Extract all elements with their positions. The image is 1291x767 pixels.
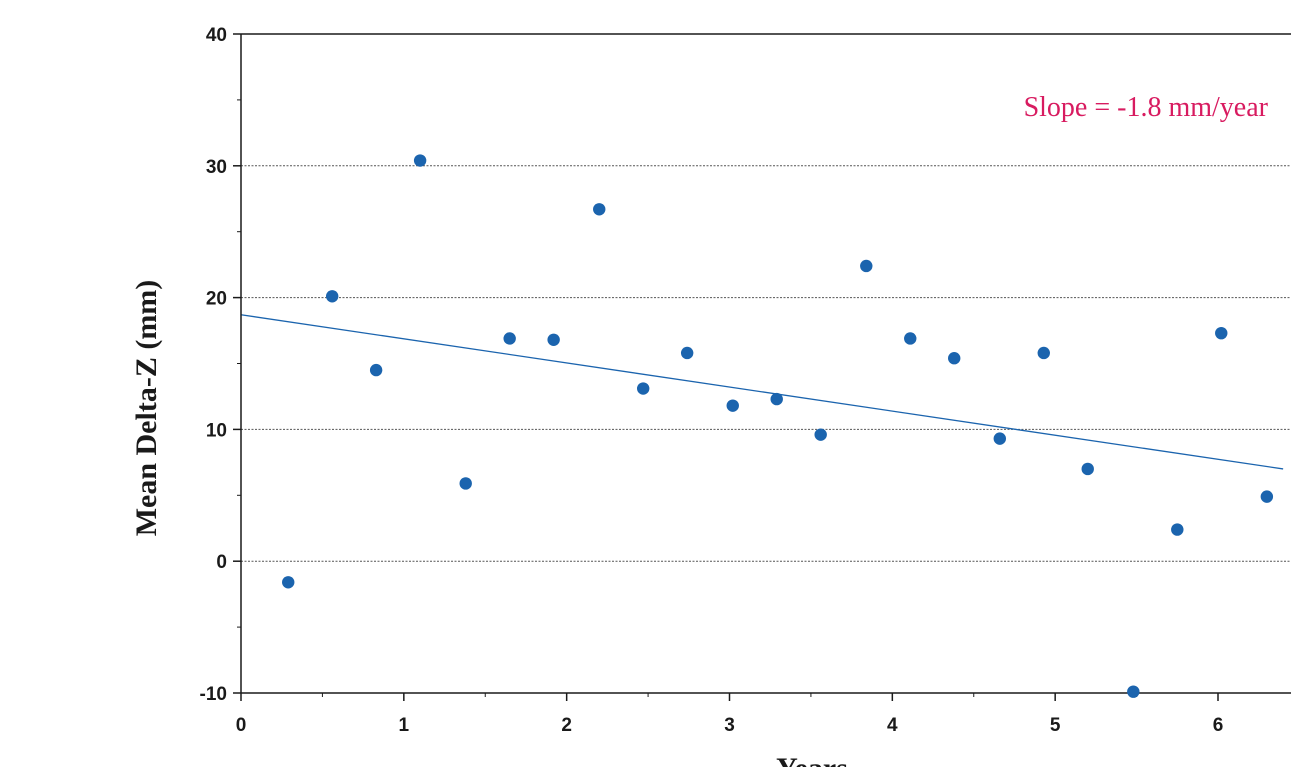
data-point [860,259,873,273]
x-tick-label-1: 1 [399,715,410,736]
data-point [503,332,516,345]
data-point [726,399,739,412]
data-point [770,392,783,406]
x-tick-label-6: 6 [1213,715,1224,736]
x-tick-label-0: 0 [236,715,247,736]
y-tick-label-10: 10 [206,420,227,441]
y-tick-label-30: 30 [206,157,227,178]
data-point [1037,346,1050,360]
x-tick-label-3: 3 [724,715,735,736]
data-point [282,576,295,589]
data-point [369,363,383,377]
data-point [814,428,827,441]
grid-lines [241,33,1291,562]
data-point [948,352,961,365]
data-point [459,477,472,490]
y-tick-label--10: -10 [200,684,227,705]
data-point [1171,523,1184,536]
data-point [413,154,427,167]
data-point [993,432,1007,445]
data-point [636,382,650,395]
trendline [240,314,1284,470]
y-tick-label-40: 40 [206,25,227,46]
data-point [325,290,339,303]
tick-labels: -10 0 10 20 30 40 0 1 2 3 4 5 6 [200,25,1224,736]
data-point [1215,326,1228,340]
data-point [904,332,917,345]
y-tick-label-20: 20 [206,289,227,310]
slope-annotation: Slope = -1.8 mm/year [1024,92,1269,123]
x-tick-label-5: 5 [1050,715,1061,736]
data-point [680,346,694,360]
x-axis-title: Years [776,752,848,767]
data-point [593,203,606,216]
x-tick-label-4: 4 [887,715,898,736]
data-point [547,333,560,346]
x-tick-label-2: 2 [561,715,572,736]
data-point [1127,685,1140,698]
data-point [1081,462,1094,476]
data-points [282,154,1274,698]
y-tick-label-0: 0 [216,552,227,573]
trendline-group [240,314,1284,470]
y-axis-title: Mean Delta-Z (mm) [130,280,163,537]
axes [233,33,1291,701]
data-point [1260,490,1274,503]
